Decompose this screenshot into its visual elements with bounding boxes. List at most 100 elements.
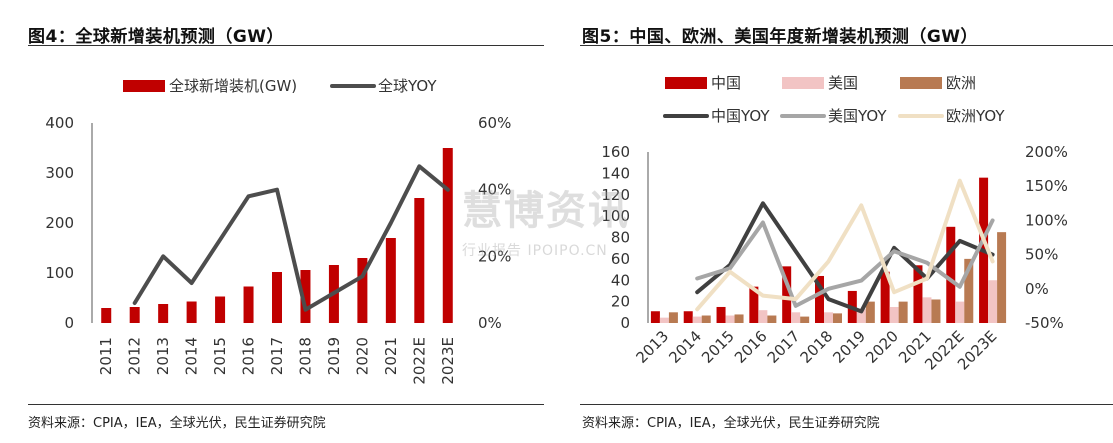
fig4-y2-tick-label: 20% <box>478 247 511 265</box>
figure4-chart: 0 100 200 300 400 0% 20% 40% 60% 2011 2012 2013 2014… <box>45 77 511 385</box>
fig5-bar-欧洲 <box>668 312 678 323</box>
figure5-title: 图5：中国、欧洲、美国年度新增装机预测（GW） <box>582 27 979 47</box>
fig4-x-tick-label: 2012 <box>126 337 144 375</box>
fig5-x-tick-label: 2013 <box>633 327 673 367</box>
fig5-legend-label: 美国 <box>828 74 858 92</box>
fig4-line-全球YOY <box>132 164 450 312</box>
fig5-legend-label: 欧洲YOY <box>946 107 1005 125</box>
fig5-bar-美国 <box>659 317 669 323</box>
fig4-x-tick-label: 2016 <box>240 337 258 375</box>
fig5-legend-swatch-美国 <box>782 77 824 89</box>
fig5-y-tick-label: 60 <box>611 250 630 268</box>
fig4-x-tick-label: 2011 <box>97 337 115 375</box>
fig5-bar-欧洲 <box>931 299 941 323</box>
fig5-y-tick-label: 0 <box>620 314 630 332</box>
fig5-y-tick-label: 100 <box>601 207 630 225</box>
fig5-bar-中国 <box>782 266 792 323</box>
fig5-y-tick-label: 20 <box>611 293 630 311</box>
fig5-bar-中国 <box>716 306 726 323</box>
fig4-x-tick-label: 2019 <box>325 337 343 375</box>
fig4-legend-label: 全球新增装机(GW) <box>169 77 297 95</box>
fig5-bar-欧洲 <box>997 232 1007 323</box>
fig5-legend-swatch-欧洲 <box>900 77 942 89</box>
fig4-x-tick-label: 2021 <box>382 337 400 375</box>
figure4-panel: 图4：全球新增装机预测（GW） 0 100 200 300 400 0% 20% 40% 60%… <box>0 0 550 443</box>
fig4-y2-tick-label: 60% <box>478 114 511 132</box>
fig4-bar-全球新增装机(GW) <box>300 270 311 323</box>
fig5-bar-欧洲 <box>734 314 744 323</box>
fig5-y2-tick-label: 100% <box>1025 211 1068 229</box>
fig4-x-tick-label: 2020 <box>353 337 371 375</box>
fig4-bar-全球新增装机(GW) <box>414 198 425 323</box>
fig5-bar-美国 <box>889 306 899 323</box>
fig5-y-tick-label: 80 <box>611 229 630 247</box>
fig5-y2-tick-label: 0% <box>1025 280 1049 298</box>
fig5-y-tick-label: 120 <box>601 186 630 204</box>
fig5-bar-美国 <box>988 280 998 323</box>
figure5-bottom-rule <box>580 404 1113 405</box>
fig4-x-tick-label: 2022E <box>410 337 428 385</box>
fig4-y-tick-label: 0 <box>64 314 74 332</box>
fig5-bar-中国 <box>683 311 693 323</box>
fig4-bar-全球新增装机(GW) <box>158 304 169 323</box>
fig5-bar-中国 <box>650 311 660 323</box>
fig5-y2-tick-label: 200% <box>1025 143 1068 161</box>
fig5-bar-欧洲 <box>865 301 875 323</box>
fig4-legend-swatch-全球新增装机(GW) <box>123 80 165 92</box>
fig5-y2-tick-label: 50% <box>1025 246 1058 264</box>
fig4-bar-全球新增装机(GW) <box>357 258 368 323</box>
fig4-x-tick-label: 2017 <box>268 337 286 375</box>
fig5-bar-中国 <box>749 286 759 323</box>
fig5-bar-美国 <box>758 310 768 323</box>
figure5-top-rule <box>580 45 1113 46</box>
fig5-bar-欧洲 <box>964 258 974 323</box>
fig4-x-tick-label: 2013 <box>154 337 172 375</box>
fig5-bar-美国 <box>791 312 801 323</box>
figure4-bottom-rule <box>28 404 544 405</box>
fig4-x-tick-label: 2018 <box>296 337 314 375</box>
figure5-chart: 0 20 40 60 80 100 120 140 160 -50% 0% 50% 100% 150% 20… <box>601 74 1068 374</box>
fig5-bar-中国 <box>913 265 923 323</box>
fig5-legend-label: 中国YOY <box>711 107 770 125</box>
fig5-y-tick-label: 140 <box>601 164 630 182</box>
fig5-bar-美国 <box>856 309 866 323</box>
fig4-y2-tick-label: 40% <box>478 181 511 199</box>
figure5-source: 资料来源：CPIA，IEA，全球光伏，民生证券研究院 <box>582 416 880 431</box>
fig5-bar-美国 <box>824 312 833 323</box>
fig4-bar-全球新增装机(GW) <box>129 307 140 323</box>
fig5-legend-label: 欧洲 <box>946 74 976 92</box>
fig5-x-tick-label: 2014 <box>665 327 705 367</box>
figure4-source: 资料来源：CPIA，IEA，全球光伏，民生证券研究院 <box>28 416 326 431</box>
fig5-bar-美国 <box>725 315 735 323</box>
fig5-y-tick-label: 160 <box>601 143 630 161</box>
fig5-x-tick-label: 2015 <box>698 327 738 367</box>
fig4-bar-全球新增装机(GW) <box>272 272 282 323</box>
figure4-title: 图4：全球新增装机预测（GW） <box>28 27 285 47</box>
fig4-legend-label: 全球YOY <box>378 77 437 95</box>
fig4-x-tick-label: 2015 <box>211 337 229 375</box>
fig5-x-tick-label: 2020 <box>862 327 902 367</box>
fig4-y-tick-label: 100 <box>45 264 74 282</box>
fig5-bar-美国 <box>922 297 932 323</box>
fig5-bar-中国 <box>946 226 956 323</box>
figure4-top-rule <box>28 45 544 46</box>
fig4-bar-全球新增装机(GW) <box>243 286 254 323</box>
fig4-bar-全球新增装机(GW) <box>442 148 453 323</box>
fig4-y-tick-label: 200 <box>45 214 74 232</box>
fig5-x-tick-label: 2019 <box>829 327 869 367</box>
fig5-y2-tick-label: 150% <box>1025 177 1068 195</box>
fig4-bar-全球新增装机(GW) <box>385 238 396 323</box>
fig4-bar-全球新增装机(GW) <box>215 296 226 323</box>
fig5-bar-欧洲 <box>767 315 777 323</box>
fig5-line-中国YOY <box>695 201 995 314</box>
fig5-legend-label: 中国 <box>711 74 741 92</box>
fig4-bar-全球新增装机(GW) <box>186 301 197 323</box>
fig4-y2-tick-label: 0% <box>478 314 502 332</box>
fig5-x-tick-label: 2018 <box>797 327 837 367</box>
fig5-bar-欧洲 <box>833 313 842 323</box>
fig5-bar-美国 <box>955 301 965 323</box>
fig5-y2-tick-label: -50% <box>1025 314 1064 332</box>
fig5-bar-中国 <box>880 271 890 323</box>
fig5-bar-欧洲 <box>701 315 711 323</box>
fig5-bar-欧洲 <box>898 301 908 323</box>
